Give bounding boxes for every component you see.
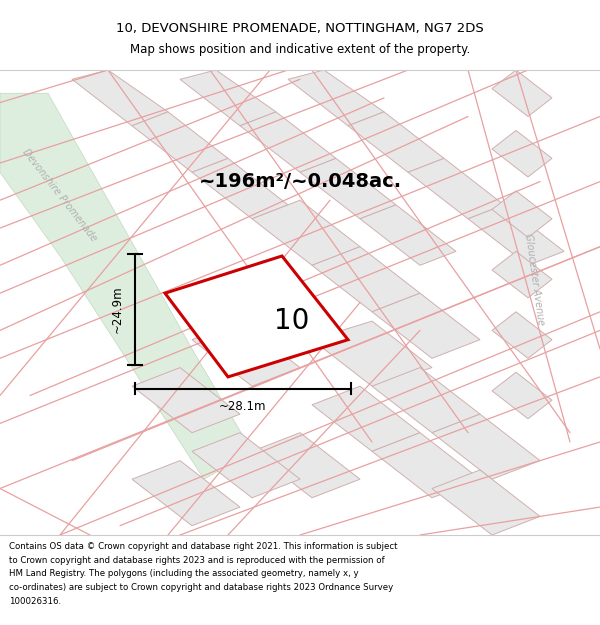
Polygon shape	[132, 461, 240, 526]
Text: HM Land Registry. The polygons (including the associated geometry, namely x, y: HM Land Registry. The polygons (includin…	[9, 569, 359, 578]
Polygon shape	[492, 191, 552, 238]
Polygon shape	[492, 70, 552, 116]
Polygon shape	[432, 470, 540, 535]
Polygon shape	[165, 256, 348, 377]
Text: Contains OS data © Crown copyright and database right 2021. This information is : Contains OS data © Crown copyright and d…	[9, 542, 398, 551]
Polygon shape	[192, 158, 288, 219]
Text: to Crown copyright and database rights 2023 and is reproduced with the permissio: to Crown copyright and database rights 2…	[9, 556, 385, 564]
Polygon shape	[312, 321, 432, 386]
Polygon shape	[72, 70, 168, 126]
Polygon shape	[240, 112, 336, 173]
Polygon shape	[312, 386, 420, 451]
Polygon shape	[216, 261, 324, 326]
Text: Map shows position and indicative extent of the property.: Map shows position and indicative extent…	[130, 44, 470, 56]
Polygon shape	[468, 205, 564, 265]
Polygon shape	[432, 414, 540, 479]
Text: ~24.9m: ~24.9m	[111, 286, 124, 333]
Polygon shape	[492, 372, 552, 419]
Polygon shape	[408, 158, 504, 219]
Polygon shape	[312, 247, 420, 312]
Polygon shape	[348, 112, 444, 173]
Polygon shape	[192, 432, 300, 498]
Polygon shape	[492, 251, 552, 298]
Polygon shape	[180, 70, 276, 126]
Polygon shape	[288, 70, 384, 126]
Text: 100026316.: 100026316.	[9, 597, 61, 606]
Polygon shape	[492, 312, 552, 358]
Text: Devonshire Promenade: Devonshire Promenade	[21, 148, 99, 244]
Polygon shape	[372, 293, 480, 358]
Polygon shape	[300, 158, 396, 219]
Polygon shape	[192, 321, 300, 386]
Polygon shape	[132, 112, 228, 173]
Text: Gloucester Avenue: Gloucester Avenue	[523, 232, 545, 326]
Polygon shape	[132, 368, 240, 432]
Polygon shape	[372, 368, 480, 432]
Text: 10, DEVONSHIRE PROMENADE, NOTTINGHAM, NG7 2DS: 10, DEVONSHIRE PROMENADE, NOTTINGHAM, NG…	[116, 22, 484, 34]
Polygon shape	[372, 432, 480, 498]
Text: ~28.1m: ~28.1m	[219, 400, 267, 413]
Polygon shape	[0, 93, 252, 479]
Polygon shape	[252, 200, 360, 265]
Text: co-ordinates) are subject to Crown copyright and database rights 2023 Ordnance S: co-ordinates) are subject to Crown copyr…	[9, 583, 393, 592]
Text: 10: 10	[274, 307, 310, 335]
Polygon shape	[252, 432, 360, 498]
Text: ~196m²/~0.048ac.: ~196m²/~0.048ac.	[199, 172, 401, 191]
Polygon shape	[360, 205, 456, 265]
Polygon shape	[492, 131, 552, 177]
